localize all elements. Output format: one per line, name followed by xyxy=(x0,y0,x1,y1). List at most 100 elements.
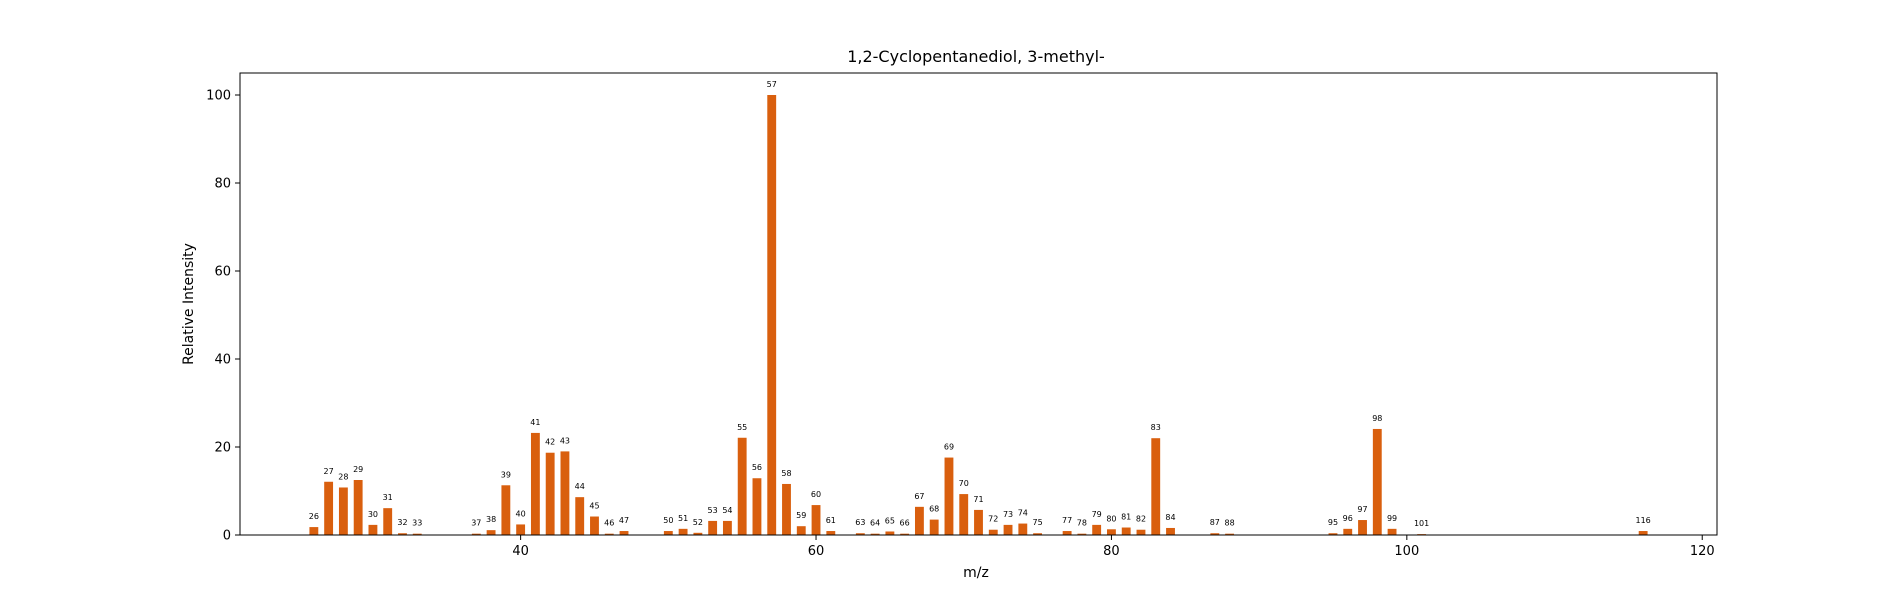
bar-label-37: 37 xyxy=(471,519,481,528)
bar-mz-45 xyxy=(590,516,599,535)
bar-label-57: 57 xyxy=(767,80,777,89)
bar-label-75: 75 xyxy=(1032,518,1042,527)
bar-mz-29 xyxy=(353,480,363,535)
bar-label-84: 84 xyxy=(1165,513,1175,522)
bar-label-29: 29 xyxy=(353,465,363,474)
x-axis-ticks: 40 60 80 100 120 xyxy=(512,535,1715,559)
bar-label-101: 101 xyxy=(1414,519,1429,528)
bar-mz-97 xyxy=(1358,520,1367,535)
bar-mz-79 xyxy=(1092,524,1102,535)
bar-mz-63 xyxy=(855,533,865,535)
bar-mz-96 xyxy=(1343,528,1353,535)
bar-mz-47 xyxy=(619,531,629,535)
bar-mz-78 xyxy=(1077,533,1087,535)
bar-label-80: 80 xyxy=(1106,514,1116,523)
bar-mz-84 xyxy=(1166,527,1175,535)
y-tick-label: 20 xyxy=(214,441,231,456)
bar-label-96: 96 xyxy=(1343,514,1353,523)
bar-label-47: 47 xyxy=(619,516,629,525)
bar-mz-72 xyxy=(988,529,998,535)
bar-label-66: 66 xyxy=(900,519,910,528)
bar-label-79: 79 xyxy=(1092,510,1102,519)
bar-mz-55 xyxy=(737,437,747,535)
bar-mz-69 xyxy=(944,457,954,535)
bar-mz-65 xyxy=(885,531,895,535)
bar-label-32: 32 xyxy=(397,518,407,527)
bar-mz-33 xyxy=(412,533,422,535)
y-axis-ticks: 0 20 40 60 80 100 xyxy=(206,89,240,544)
bar-mz-71 xyxy=(974,509,983,535)
bar-mz-28 xyxy=(338,487,348,535)
bar-mz-77 xyxy=(1062,531,1072,535)
bar-mz-64 xyxy=(870,533,880,535)
bar-label-26: 26 xyxy=(309,512,319,521)
bar-mz-43 xyxy=(560,451,570,535)
bar-mz-37 xyxy=(471,533,481,535)
bar-mz-73 xyxy=(1003,524,1013,535)
bar-mz-99 xyxy=(1387,528,1397,535)
bar-label-97: 97 xyxy=(1357,505,1367,514)
bar-label-68: 68 xyxy=(929,505,939,514)
bar-label-65: 65 xyxy=(885,516,895,525)
bar-mz-40 xyxy=(516,524,526,535)
bar-mz-59 xyxy=(796,526,806,535)
bar-mz-42 xyxy=(545,452,555,535)
x-tick-label: 40 xyxy=(512,544,529,559)
bar-label-28: 28 xyxy=(338,472,348,481)
x-tick-label: 120 xyxy=(1690,544,1715,559)
bar-mz-68 xyxy=(929,519,939,535)
bar-label-38: 38 xyxy=(486,515,496,524)
y-tick-label: 100 xyxy=(206,89,231,104)
bar-mz-95 xyxy=(1328,533,1338,535)
bar-label-69: 69 xyxy=(944,443,954,452)
bar-mz-116 xyxy=(1638,531,1648,535)
bar-mz-75 xyxy=(1033,533,1043,535)
x-tick-label: 80 xyxy=(1103,544,1120,559)
bar-mz-30 xyxy=(368,524,378,535)
bar-label-72: 72 xyxy=(988,515,998,524)
bar-mz-46 xyxy=(604,533,614,535)
bar-label-71: 71 xyxy=(973,495,983,504)
x-tick-label: 100 xyxy=(1394,544,1419,559)
bar-mz-56 xyxy=(752,478,762,535)
bar-label-39: 39 xyxy=(501,470,511,479)
bar-mz-32 xyxy=(398,533,407,535)
plot-frame xyxy=(239,72,1718,536)
bar-label-31: 31 xyxy=(383,493,393,502)
bar-mz-74 xyxy=(1018,523,1028,535)
bar-label-87: 87 xyxy=(1210,518,1220,527)
bar-mz-81 xyxy=(1121,527,1131,535)
y-axis-label: Relative Intensity xyxy=(181,243,197,365)
x-tick-label: 60 xyxy=(808,544,825,559)
bar-label-42: 42 xyxy=(545,438,555,447)
bar-mz-44 xyxy=(575,497,585,535)
bar-mz-50 xyxy=(663,531,673,535)
bar-mz-66 xyxy=(900,533,910,535)
bar-mz-26 xyxy=(309,527,319,535)
y-tick-label: 0 xyxy=(223,529,231,544)
bar-label-52: 52 xyxy=(693,518,703,527)
bar-label-116: 116 xyxy=(1636,516,1651,525)
bar-label-61: 61 xyxy=(826,516,836,525)
bar-label-46: 46 xyxy=(604,519,614,528)
bar-mz-67 xyxy=(914,506,924,535)
bar-label-60: 60 xyxy=(811,490,821,499)
bar-label-99: 99 xyxy=(1387,514,1397,523)
bar-label-55: 55 xyxy=(737,423,747,432)
bar-mz-51 xyxy=(678,528,688,535)
bar-label-64: 64 xyxy=(870,519,880,528)
bar-mz-70 xyxy=(959,494,969,535)
bar-label-56: 56 xyxy=(752,463,762,472)
bar-label-33: 33 xyxy=(412,519,422,528)
bar-label-83: 83 xyxy=(1151,423,1161,432)
bar-label-45: 45 xyxy=(589,502,599,511)
bar-mz-61 xyxy=(826,531,836,535)
bar-label-30: 30 xyxy=(368,510,378,519)
bar-labels-layer: 26 27 28 29 30 31 32 33 37 38 39 40 41 42 43 44 45 46 47 50… xyxy=(309,80,1651,528)
bar-label-98: 98 xyxy=(1372,414,1382,423)
bar-mz-98 xyxy=(1372,428,1382,535)
bar-label-50: 50 xyxy=(663,516,673,525)
bar-mz-41 xyxy=(530,432,540,535)
bar-mz-39 xyxy=(501,485,511,535)
